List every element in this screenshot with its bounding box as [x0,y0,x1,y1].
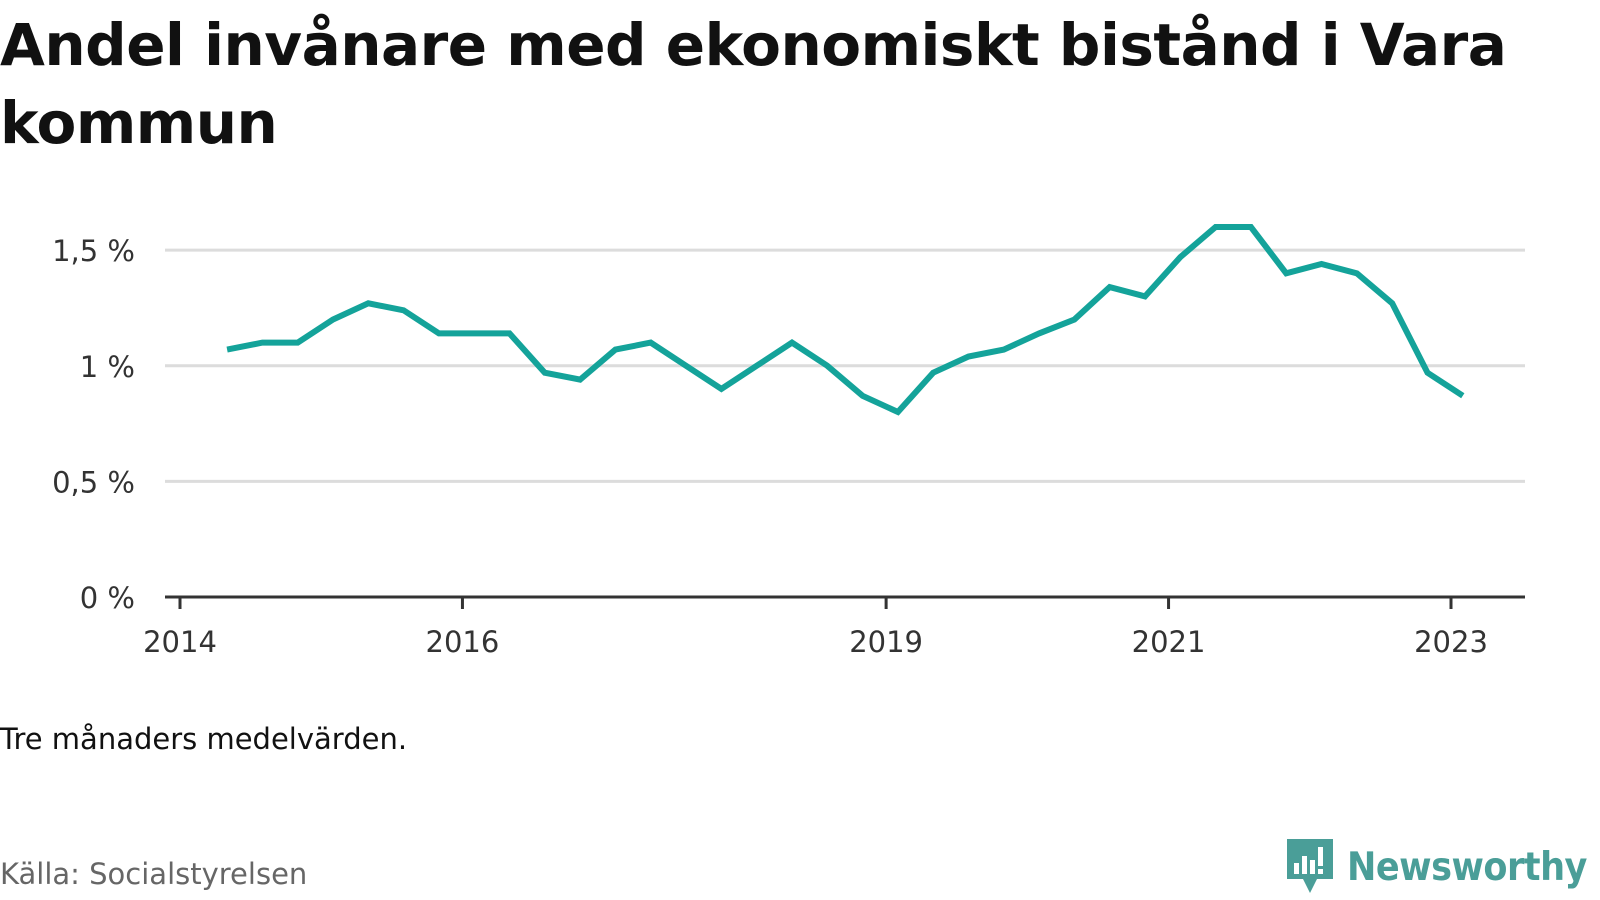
data-point [262,342,263,343]
data-point [615,349,616,350]
data-point [438,333,439,334]
data-point [1039,333,1040,334]
data-point [333,319,334,320]
data-point [580,379,581,380]
data-point [686,365,687,366]
data-point [368,303,369,304]
data-point [933,372,934,373]
chart-title: Andel invånare med ekonomiskt bistånd i … [0,11,1507,157]
newsworthy-icon [1287,839,1333,893]
chart-note: Tre månaders medelvärden. [0,722,408,756]
data-point [650,342,651,343]
newsworthy-logo: Newsworthy [1285,836,1587,898]
gridlines [165,248,1525,483]
data-point [1392,303,1393,304]
y-axis: 0 % 0,5 % 1 % 1,5 % [52,234,135,615]
data-point [862,395,863,396]
source-text: Källa: Socialstyrelsen [0,857,308,891]
data-point [474,333,475,334]
x-tick-label: 2023 [1414,625,1488,659]
data-point [1462,395,1463,396]
series-line [226,224,1465,416]
y-tick-label: 1,5 % [52,234,135,268]
data-point [509,333,510,334]
data-point [792,342,793,343]
data-point [1145,296,1146,297]
data-point [1356,273,1357,274]
data-point [1321,264,1322,265]
y-tick-label: 1 % [80,350,135,384]
data-point [1286,273,1287,274]
data-point [1215,227,1216,228]
data-point [227,349,228,350]
data-point [756,365,757,366]
x-tick-label: 2014 [143,625,217,659]
data-point [897,412,898,413]
data-point [1074,319,1075,320]
data-point [544,372,545,373]
data-point [403,310,404,311]
data-point [1109,287,1110,288]
data-point [827,365,828,366]
x-tick-label: 2019 [849,625,923,659]
y-tick-label: 0 % [80,581,135,615]
series-layer [226,224,1465,416]
y-tick-label: 0,5 % [52,465,135,499]
x-axis: 2014 2016 2019 2021 2023 [143,595,1525,659]
x-tick-label: 2021 [1132,625,1206,659]
data-point [1427,372,1428,373]
data-point [721,388,722,389]
data-point [297,342,298,343]
brand-name: Newsworthy [1347,844,1587,890]
data-point [1180,257,1181,258]
data-point [1250,227,1251,228]
data-point [968,356,969,357]
x-tick-label: 2016 [426,625,500,659]
data-point [1003,349,1004,350]
